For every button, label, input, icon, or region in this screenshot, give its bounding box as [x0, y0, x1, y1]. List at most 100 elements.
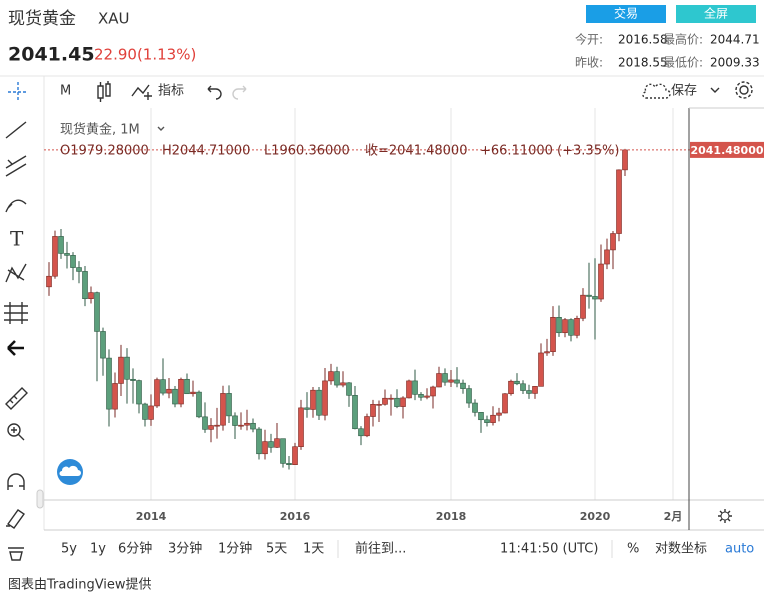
- candle-body: [406, 380, 412, 399]
- candle-body: [448, 379, 454, 383]
- candle-body: [478, 412, 484, 421]
- candle-body: [214, 424, 220, 427]
- candle-body: [580, 294, 586, 319]
- candle-body: [160, 379, 166, 394]
- candle-body: [532, 386, 538, 394]
- chart-type-icon[interactable]: [97, 81, 111, 102]
- candle-body: [286, 463, 292, 465]
- left-toolbar: T: [4, 121, 44, 561]
- candle-body: [610, 233, 616, 251]
- price-tag: [690, 141, 764, 158]
- range-button[interactable]: 5天: [266, 542, 287, 557]
- save-menu-icon[interactable]: [710, 87, 720, 93]
- indicator-button[interactable]: 指标: [158, 84, 184, 99]
- fullscreen-button-label[interactable]: 全屏: [704, 6, 728, 21]
- collapse-handle[interactable]: [36, 489, 44, 509]
- candle-body: [568, 319, 574, 336]
- candle-body: [118, 356, 124, 384]
- footer-credit: 图表由TradingView提供: [8, 577, 152, 593]
- candle-body: [370, 404, 376, 417]
- candle-body: [424, 395, 430, 398]
- candle-body: [622, 149, 628, 171]
- candle-body: [562, 319, 568, 334]
- candle-body: [280, 438, 286, 464]
- crosshair-icon[interactable]: [8, 82, 28, 102]
- ruler-tool[interactable]: [5, 387, 28, 410]
- candle-body: [574, 317, 580, 336]
- range-button[interactable]: 1y: [90, 542, 106, 557]
- settings-icon[interactable]: [739, 85, 749, 95]
- candle-body: [310, 389, 316, 410]
- auto-toggle[interactable]: auto: [725, 542, 754, 557]
- fullscreen-button[interactable]: [676, 5, 756, 23]
- candle-body: [418, 394, 424, 398]
- candle-body: [520, 383, 526, 391]
- candle-body: [208, 425, 214, 430]
- candle-body: [334, 371, 340, 386]
- cloud-icon[interactable]: [642, 83, 671, 99]
- trash-tool[interactable]: [8, 547, 24, 561]
- candle-body: [394, 397, 400, 407]
- range-button[interactable]: 5y: [61, 542, 77, 557]
- candle-body: [586, 294, 592, 297]
- trade-button-label[interactable]: 交易: [614, 6, 638, 21]
- stat-label: 最低价:: [663, 56, 703, 70]
- trade-button[interactable]: [586, 5, 666, 23]
- candle-body: [76, 267, 82, 272]
- candle-body: [502, 393, 508, 414]
- goto-button[interactable]: 前往到...: [355, 541, 406, 557]
- candle-body: [46, 275, 52, 288]
- candle-body: [544, 351, 550, 354]
- lock-tool[interactable]: [6, 509, 25, 529]
- undo-icon[interactable]: [207, 85, 222, 100]
- zoom-tool[interactable]: [7, 423, 21, 437]
- candle-body: [538, 352, 544, 387]
- candle-body: [256, 428, 262, 455]
- percent-toggle[interactable]: %: [627, 542, 639, 557]
- interval-button[interactable]: M: [60, 84, 71, 99]
- indicator-icon[interactable]: [131, 84, 152, 100]
- candle-body: [220, 393, 226, 426]
- pattern-tool[interactable]: [5, 263, 27, 283]
- stat-label: 昨收:: [575, 56, 603, 70]
- brush-tool[interactable]: [5, 199, 27, 213]
- range-button[interactable]: 6分钟: [118, 541, 152, 557]
- stat-value: 2009.33: [710, 56, 760, 70]
- candle-body: [124, 356, 130, 380]
- candle-body: [100, 331, 106, 359]
- candle-body: [382, 397, 388, 405]
- range-button[interactable]: 1分钟: [218, 541, 252, 557]
- back-icon[interactable]: [7, 340, 24, 356]
- range-button[interactable]: 3分钟: [168, 541, 202, 557]
- candle-body: [64, 253, 70, 256]
- log-toggle[interactable]: 对数坐标: [655, 542, 707, 557]
- legend-high: H2044.71000: [162, 144, 250, 159]
- forecast-tool[interactable]: [4, 302, 28, 324]
- candle-body: [616, 169, 622, 234]
- last-price: 2041.45: [8, 44, 95, 66]
- fib-tool[interactable]: [5, 155, 27, 177]
- candle-body: [472, 402, 478, 413]
- candle-body: [190, 391, 196, 395]
- redo-icon[interactable]: [232, 85, 247, 100]
- text-tool[interactable]: T: [10, 227, 24, 251]
- candle-body: [238, 424, 244, 427]
- candle-body: [484, 419, 490, 423]
- candle-body: [376, 404, 382, 406]
- stat-label: 最高价:: [663, 32, 703, 47]
- candle-body: [556, 317, 562, 334]
- candle-body: [226, 393, 232, 417]
- candle-body: [166, 388, 172, 394]
- magnet-tool[interactable]: [7, 473, 25, 490]
- range-button[interactable]: 1天: [303, 542, 324, 557]
- candle-body: [508, 380, 514, 395]
- candle-body: [400, 397, 406, 407]
- trend-line-tool[interactable]: [5, 121, 27, 139]
- candle-body: [244, 422, 250, 426]
- save-button[interactable]: 保存: [671, 84, 697, 99]
- stat-value: 2016.58: [618, 33, 668, 47]
- legend-title: 现货黄金, 1M: [60, 122, 140, 138]
- candle-body: [82, 271, 88, 300]
- candle-body: [172, 388, 178, 405]
- symbol-name: 现货黄金: [8, 9, 76, 29]
